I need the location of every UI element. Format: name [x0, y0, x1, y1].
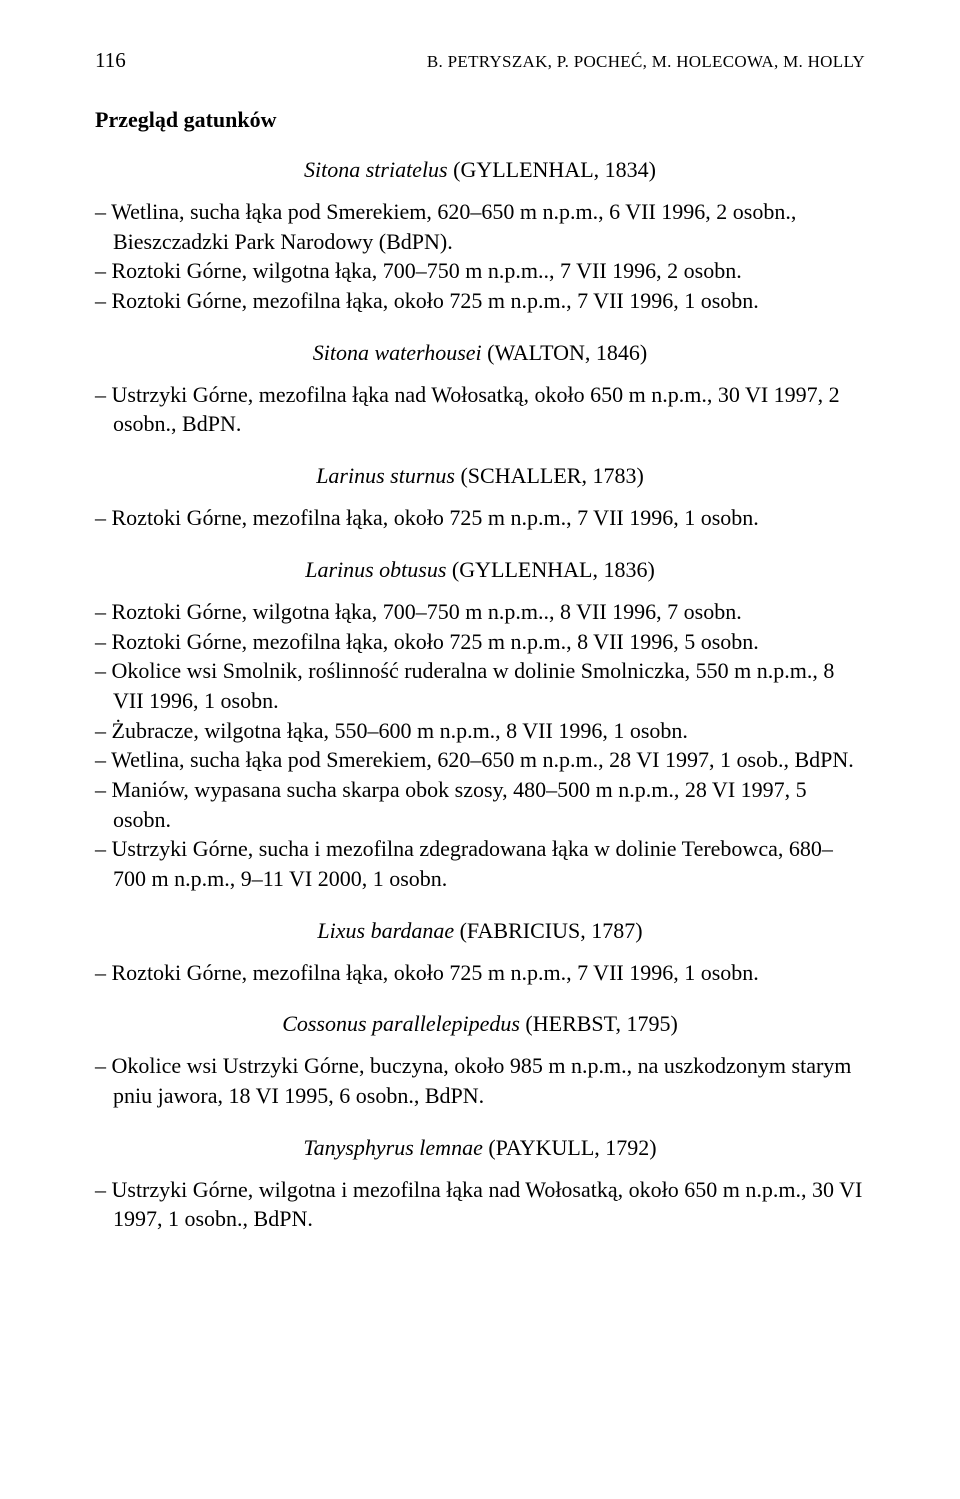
species-heading: Cossonus parallelepipedus (HERBST, 1795) [95, 1011, 865, 1037]
species-heading: Larinus obtusus (GYLLENHAL, 1836) [95, 557, 865, 583]
species-heading: Larinus sturnus (SCHALLER, 1783) [95, 463, 865, 489]
page-header: 116 B. PETRYSZAK, P. POCHEĆ, M. HOLECOWA… [95, 48, 865, 73]
species-author: (FABRICIUS, 1787) [460, 918, 643, 943]
species-name: Cossonus parallelepipedus [282, 1011, 520, 1036]
species-heading: Tanysphyrus lemnae (PAYKULL, 1792) [95, 1135, 865, 1161]
species-heading: Sitona waterhousei (WALTON, 1846) [95, 340, 865, 366]
entry: – Okolice wsi Smolnik, roślinność rudera… [95, 656, 865, 715]
entry-list: – Roztoki Górne, mezofilna łąka, około 7… [95, 503, 865, 533]
entry-list: – Okolice wsi Ustrzyki Górne, buczyna, o… [95, 1051, 865, 1110]
entry: – Ustrzyki Górne, mezofilna łąka nad Woł… [95, 380, 865, 439]
entry: – Roztoki Górne, mezofilna łąka, około 7… [95, 627, 865, 657]
species-heading: Lixus bardanae (FABRICIUS, 1787) [95, 918, 865, 944]
species-name: Lixus bardanae [317, 918, 454, 943]
species-heading: Sitona striatelus (GYLLENHAL, 1834) [95, 157, 865, 183]
species-name: Tanysphyrus lemnae [303, 1135, 482, 1160]
entry: – Roztoki Górne, mezofilna łąka, około 7… [95, 958, 865, 988]
entry: – Okolice wsi Ustrzyki Górne, buczyna, o… [95, 1051, 865, 1110]
species-author: (HERBST, 1795) [525, 1011, 677, 1036]
species-name: Sitona striatelus [304, 157, 448, 182]
entry: – Wetlina, sucha łąka pod Smerekiem, 620… [95, 197, 865, 256]
entry-list: – Ustrzyki Górne, wilgotna i mezofilna ł… [95, 1175, 865, 1234]
species-author: (SCHALLER, 1783) [460, 463, 643, 488]
species-author: (WALTON, 1846) [487, 340, 647, 365]
entry: – Roztoki Górne, mezofilna łąka, około 7… [95, 286, 865, 316]
species-author: (GYLLENHAL, 1834) [453, 157, 656, 182]
entry-list: – Wetlina, sucha łąka pod Smerekiem, 620… [95, 197, 865, 316]
entry: – Wetlina, sucha łąka pod Smerekiem, 620… [95, 745, 865, 775]
entry: – Roztoki Górne, mezofilna łąka, około 7… [95, 503, 865, 533]
running-head: B. PETRYSZAK, P. POCHEĆ, M. HOLECOWA, M.… [427, 52, 865, 72]
entry-list: – Roztoki Górne, mezofilna łąka, około 7… [95, 958, 865, 988]
entry: – Ustrzyki Górne, sucha i mezofilna zdeg… [95, 834, 865, 893]
entry: – Żubracze, wilgotna łąka, 550–600 m n.p… [95, 716, 865, 746]
species-name: Larinus sturnus [316, 463, 455, 488]
entry-list: – Ustrzyki Górne, mezofilna łąka nad Woł… [95, 380, 865, 439]
page-number: 116 [95, 48, 126, 73]
species-author: (GYLLENHAL, 1836) [452, 557, 655, 582]
page: 116 B. PETRYSZAK, P. POCHEĆ, M. HOLECOWA… [0, 0, 960, 1274]
species-name: Sitona waterhousei [313, 340, 482, 365]
species-name: Larinus obtusus [305, 557, 446, 582]
entry-list: – Roztoki Górne, wilgotna łąka, 700–750 … [95, 597, 865, 894]
entry: – Ustrzyki Górne, wilgotna i mezofilna ł… [95, 1175, 865, 1234]
entry: – Roztoki Górne, wilgotna łąka, 700–750 … [95, 597, 865, 627]
section-heading: Przegląd gatunków [95, 107, 865, 133]
entry: – Roztoki Górne, wilgotna łąka, 700–750 … [95, 256, 865, 286]
species-author: (PAYKULL, 1792) [488, 1135, 656, 1160]
entry: – Maniów, wypasana sucha skarpa obok szo… [95, 775, 865, 834]
